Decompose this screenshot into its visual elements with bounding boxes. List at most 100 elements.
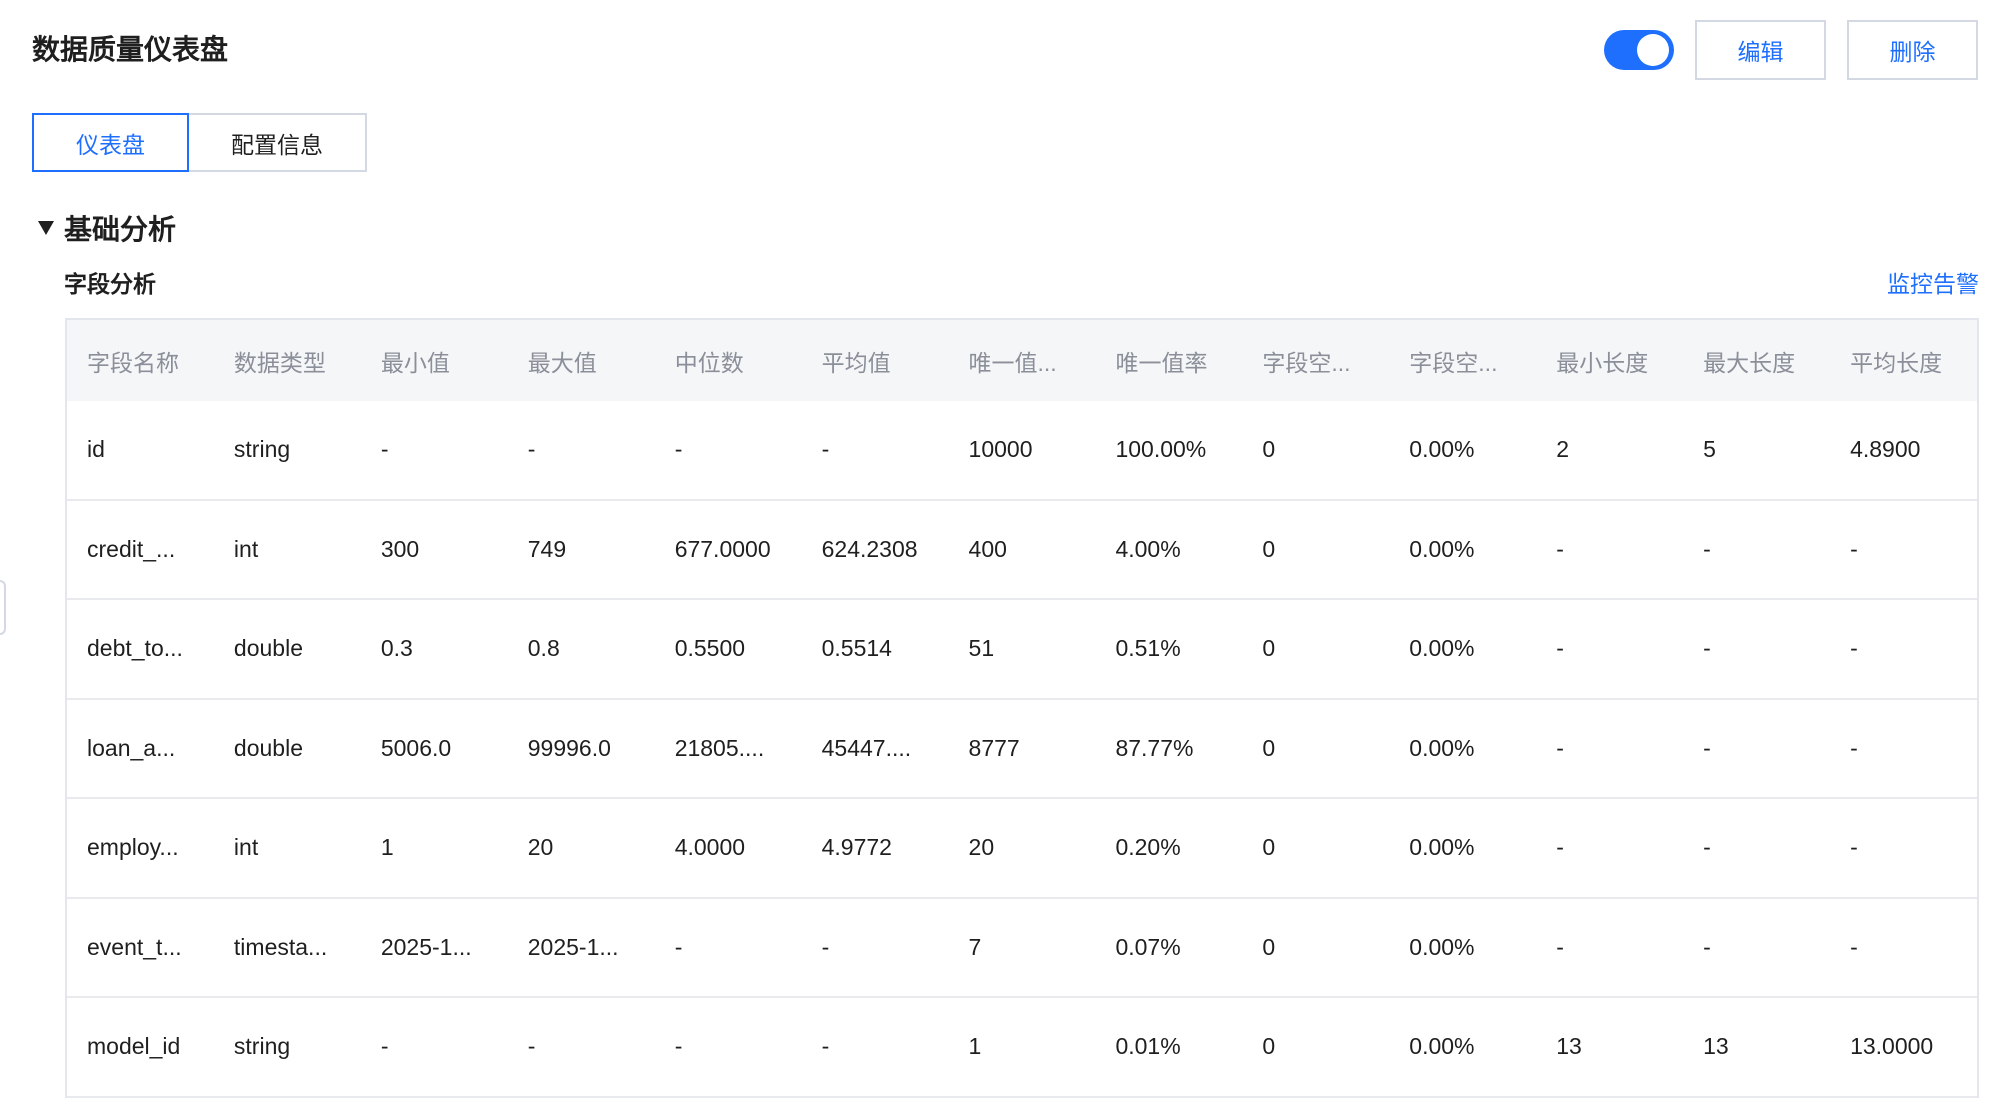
table-cell: 0.20%: [1115, 834, 1181, 861]
column-header[interactable]: 最大值: [527, 349, 597, 376]
table-cell: 4.8900: [1850, 436, 1921, 463]
table-cell: -: [1556, 535, 1564, 562]
column-header[interactable]: 最小长度: [1556, 349, 1649, 376]
table-cell: -: [674, 436, 683, 463]
section-basic-analysis-toggle[interactable]: 基础分析: [38, 208, 176, 248]
table-cell: credit_...: [87, 535, 176, 562]
table-cell: 2: [1556, 436, 1570, 463]
table-cell: 8777: [968, 734, 1020, 761]
column-header[interactable]: 字段空...: [1409, 349, 1498, 376]
table-cell: -: [1703, 535, 1711, 562]
table-cell: 400: [968, 535, 1007, 562]
edit-button[interactable]: 编辑: [1695, 20, 1826, 80]
table-cell: 87.77%: [1115, 734, 1194, 761]
column-header[interactable]: 最大长度: [1703, 349, 1796, 376]
tab-config-info[interactable]: 配置信息: [189, 113, 367, 172]
table-cell: string: [233, 436, 291, 463]
table-cell: 0.5514: [821, 635, 892, 662]
column-header[interactable]: 平均值: [821, 349, 891, 376]
table-cell: 0.00%: [1409, 933, 1475, 960]
table-cell: 300: [380, 535, 420, 562]
table-cell: 13.0000: [1850, 1033, 1934, 1060]
toggle-knob: [1637, 34, 1669, 66]
table-cell: 749: [527, 535, 567, 562]
table-cell: 0.00%: [1409, 635, 1475, 662]
table-cell: 4.00%: [1115, 535, 1181, 562]
table-cell: 99996.0: [527, 734, 611, 761]
column-header[interactable]: 数据类型: [233, 349, 326, 376]
column-header[interactable]: 平均长度: [1850, 349, 1943, 376]
table-cell: employ...: [87, 834, 179, 861]
table-cell: 0: [1262, 1033, 1276, 1060]
table-cell: 0: [1262, 436, 1276, 463]
table-cell: 0.07%: [1115, 933, 1181, 960]
column-header[interactable]: 字段名称: [87, 349, 179, 376]
section-title: 基础分析: [64, 214, 177, 245]
table-cell: 0.00%: [1409, 734, 1475, 761]
table-cell: debt_to...: [87, 635, 183, 662]
table-cell: 0.00%: [1409, 834, 1475, 861]
table-cell: 0.00%: [1409, 436, 1475, 463]
table-cell: id: [87, 436, 105, 463]
table-cell: double: [233, 635, 303, 662]
table-cell: 45447....: [821, 734, 912, 761]
table-row: model_id string - - - - 1 0.01% 0 0.00% 13 13 13.000…: [67, 998, 1977, 1098]
table-cell: 0.51%: [1115, 635, 1181, 662]
table-cell: -: [1850, 834, 1858, 861]
table-cell: string: [233, 1033, 291, 1060]
table-cell: 0: [1262, 834, 1276, 861]
table-cell: -: [527, 1033, 536, 1060]
table-cell: 4.9772: [821, 834, 892, 861]
table-cell: 677.0000: [674, 535, 771, 562]
column-header[interactable]: 唯一值率: [1115, 349, 1208, 376]
page-title: 数据质量仪表盘: [32, 34, 229, 65]
table-cell: 624.2308: [821, 535, 918, 562]
table-cell: int: [233, 834, 259, 861]
table-cell: -: [1850, 734, 1858, 761]
enable-toggle[interactable]: [1604, 30, 1674, 70]
table-cell: event_t...: [87, 933, 182, 960]
table-cell: -: [1556, 734, 1564, 761]
table-cell: -: [380, 1033, 389, 1060]
table-cell: -: [380, 436, 389, 463]
caret-down-icon: [38, 221, 54, 235]
table-cell: 2025-1...: [380, 933, 472, 960]
monitor-alarm-link[interactable]: 监控告警: [1887, 271, 1979, 297]
table-cell: -: [1703, 635, 1711, 662]
table-cell: 51: [968, 635, 995, 662]
table-cell: 0: [1262, 734, 1276, 761]
table-cell: 20: [527, 834, 554, 861]
column-header[interactable]: 唯一值...: [968, 349, 1057, 376]
delete-button[interactable]: 删除: [1847, 20, 1978, 80]
table-cell: -: [674, 1033, 683, 1060]
side-panel-handle[interactable]: [0, 580, 6, 635]
table-cell: -: [821, 1033, 830, 1060]
table-cell: -: [1850, 535, 1858, 562]
table-cell: 0.5500: [674, 635, 746, 662]
table-cell: 0.3: [380, 635, 413, 662]
table-cell: -: [1556, 933, 1564, 960]
tab-dashboard[interactable]: 仪表盘: [32, 113, 189, 172]
table-cell: 4.0000: [674, 834, 746, 861]
column-header[interactable]: 最小值: [380, 349, 450, 376]
table-cell: 0: [1262, 535, 1276, 562]
table-cell: 100.00%: [1115, 436, 1207, 463]
table-cell: loan_a...: [87, 734, 176, 761]
table-row: credit_... int 300 749 677.0000 624.2308 400 4.…: [67, 501, 1977, 600]
table-cell: -: [821, 436, 830, 463]
table-row: employ... int 1 20 4.0000 4.9772 20 0.20% 0 0.00%…: [67, 799, 1977, 899]
table-cell: timesta...: [233, 933, 328, 960]
table-row: loan_a... double 5006.0 99996.0 21805.... 454…: [67, 700, 1977, 799]
table-cell: double: [233, 734, 303, 761]
table-cell: -: [1703, 834, 1711, 861]
table-cell: model_id: [87, 1033, 181, 1060]
table-cell: 1: [968, 1033, 982, 1060]
table-cell: -: [1556, 635, 1564, 662]
table-cell: 13: [1703, 1033, 1729, 1060]
field-analysis-table: 字段名称 数据类型 最小值 最大值 中位数 平均值 唯一值... 唯一值率 字段空... 字段空.…: [65, 318, 1979, 1098]
table-cell: -: [1703, 933, 1711, 960]
column-header[interactable]: 字段空...: [1262, 349, 1351, 376]
table-cell: -: [674, 933, 683, 960]
table-cell: 0.01%: [1115, 1033, 1181, 1060]
column-header[interactable]: 中位数: [674, 349, 744, 376]
